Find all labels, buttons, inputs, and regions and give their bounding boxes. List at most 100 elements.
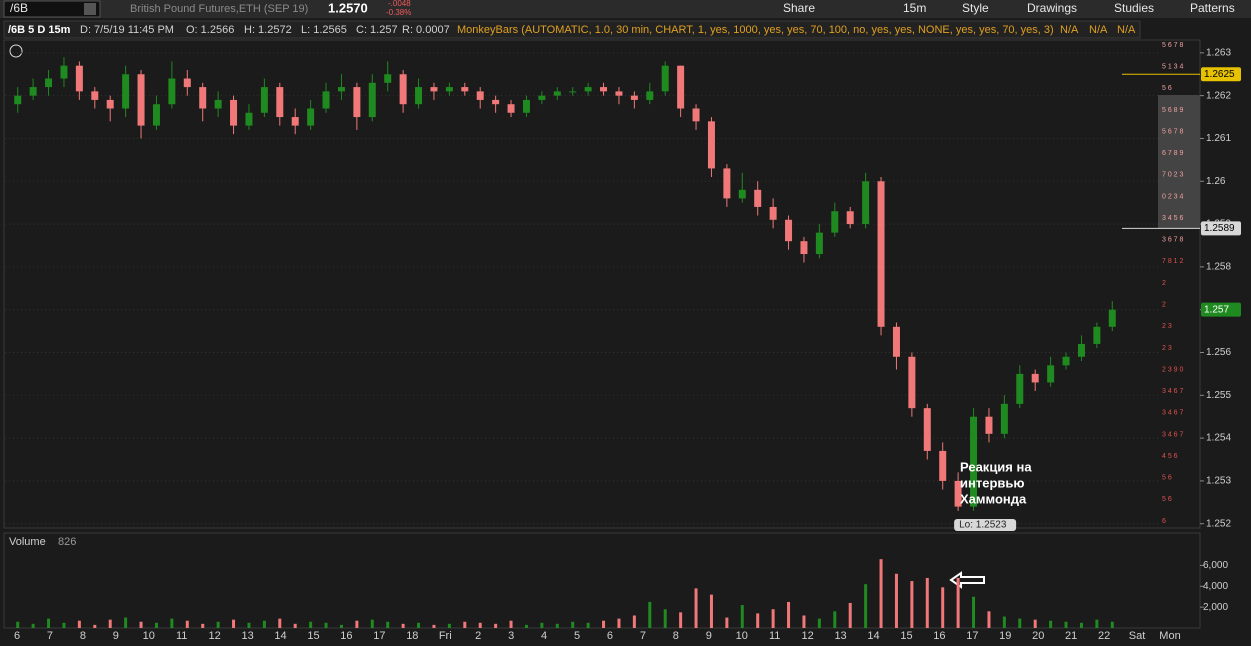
x-tick-label: 6	[607, 630, 613, 642]
volume-panel	[3, 532, 1201, 629]
volume-bar	[555, 623, 559, 628]
monkeybars-row: 2 3	[1162, 323, 1172, 330]
volume-bar	[216, 621, 220, 628]
x-tick-label: 14	[867, 630, 879, 642]
candle-body	[430, 87, 438, 92]
share-button[interactable]: Share	[783, 1, 815, 15]
monkeybars-row: 3 6 7 8	[1162, 237, 1184, 244]
patterns-button[interactable]: Patterns	[1190, 1, 1235, 15]
candle-body	[399, 74, 407, 105]
x-tick-label: 21	[1065, 630, 1077, 642]
candle-body	[1047, 365, 1055, 383]
dropdown[interactable]	[84, 3, 96, 15]
symbol-box[interactable]	[3, 0, 101, 18]
candle-body	[199, 87, 207, 109]
candle-body	[985, 416, 993, 434]
alert-icon[interactable]	[9, 44, 23, 58]
y-tick-label: 1.26	[1206, 176, 1226, 187]
volume-bar	[108, 619, 112, 628]
monkeybars-row: 0 2 3 4	[1162, 193, 1184, 200]
candle-body	[522, 99, 530, 113]
volume-bar	[524, 624, 528, 628]
x-tick-label: 6	[14, 630, 20, 642]
volume-bar	[787, 601, 791, 628]
volume-bar	[956, 577, 960, 628]
candle-body	[877, 181, 885, 327]
candle-body	[1016, 373, 1024, 404]
style-button[interactable]: Style	[962, 1, 989, 15]
candle-body	[307, 108, 315, 126]
timeframe-button[interactable]: 15m	[903, 1, 926, 15]
volume-bar	[571, 621, 575, 628]
price-tag-label: 1.257	[1204, 304, 1229, 315]
y-tick-label: 1.258	[1206, 262, 1231, 273]
volume-bar	[1002, 616, 1006, 628]
x-tick-label: 18	[406, 630, 418, 642]
candle-body	[1062, 356, 1070, 366]
annotation: Реакция на	[960, 459, 1032, 474]
low-label: Lo: 1.2523	[959, 520, 1007, 531]
candle-body	[754, 189, 762, 207]
arrow	[949, 571, 985, 589]
x-tick-label: 8	[673, 630, 679, 642]
candle-body	[923, 408, 931, 451]
volume-tick-label: 2,000	[1203, 602, 1228, 613]
volume-label: Volume	[9, 536, 46, 548]
x-tick-label: 11	[176, 630, 187, 642]
volume-bar	[232, 619, 236, 628]
monkeybars-row: 2	[1162, 301, 1166, 308]
symbol[interactable]: /6B	[10, 1, 28, 15]
y-tick-label: 1.253	[1206, 476, 1231, 487]
x-tick-label: Fri	[439, 630, 452, 642]
y-tick-label: 1.261	[1206, 133, 1231, 144]
volume-bar	[941, 587, 945, 628]
volume-tick-label: 4,000	[1203, 581, 1228, 592]
x-tick-label: 9	[706, 630, 712, 642]
candle-body	[353, 87, 361, 118]
drawings-button[interactable]: Drawings	[1027, 1, 1077, 15]
volume-bar	[771, 609, 775, 628]
monkeybars-row: 3 4 6 7	[1162, 410, 1184, 417]
change-pct: -0.38%	[386, 8, 411, 17]
volume-bar	[509, 620, 513, 628]
volume-bar	[463, 621, 467, 628]
candle-body	[738, 189, 746, 199]
candle-body	[507, 104, 515, 113]
candle-body	[14, 95, 22, 105]
bar-high: H: 1.2572	[244, 24, 292, 36]
candle-body	[1077, 343, 1085, 357]
volume-bar	[694, 588, 698, 628]
bar-low: L: 1.2565	[301, 24, 347, 36]
candle-body	[60, 65, 68, 79]
candle-body	[769, 206, 777, 220]
volume-bar	[355, 620, 359, 628]
bar-range: R: 0.0007	[402, 24, 450, 36]
volume-bar	[401, 623, 405, 628]
y-tick-label: 1.255	[1206, 390, 1231, 401]
volume-bar	[293, 623, 297, 628]
candle-body	[692, 108, 700, 122]
x-tick-label: Mon	[1159, 630, 1180, 642]
candle-body	[152, 104, 160, 126]
volume-bar	[679, 612, 683, 628]
symbol-period: /6B 5 D 15m	[8, 24, 71, 36]
volume-bar	[154, 622, 158, 628]
candle-body	[831, 211, 839, 233]
y-tick-label: 1.262	[1206, 90, 1231, 101]
x-tick-label: 9	[113, 630, 119, 642]
candle-body	[600, 87, 608, 92]
price-tag-label: 1.2589	[1204, 223, 1235, 234]
candle-body	[1093, 326, 1101, 344]
monkeybars-row: 2 3	[1162, 345, 1172, 352]
na: N/A	[1117, 24, 1136, 36]
volume-bar	[987, 611, 991, 628]
studies-button[interactable]: Studies	[1114, 1, 1154, 15]
volume-bar	[432, 624, 436, 628]
candle-body	[800, 241, 808, 255]
volume-bar	[447, 623, 451, 628]
volume-bar	[93, 624, 97, 628]
bar-date: D: 7/5/19 11:45 PM	[80, 24, 174, 36]
volume-bar	[1095, 619, 1099, 628]
monkeybars-row: 6 7 8 9	[1162, 150, 1184, 157]
